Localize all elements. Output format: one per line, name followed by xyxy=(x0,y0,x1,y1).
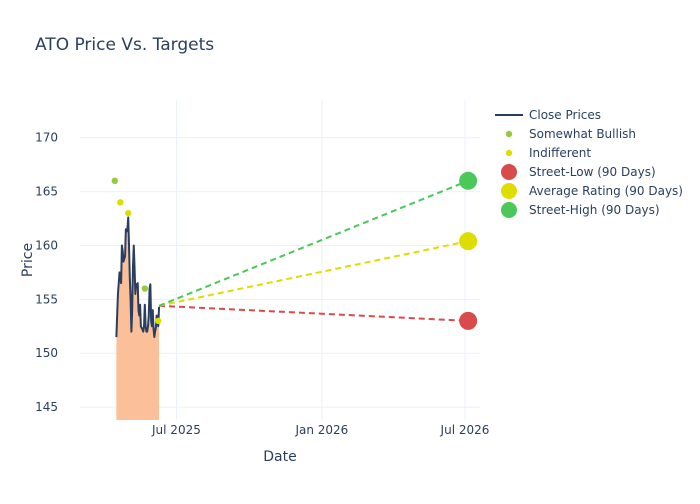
y-tick-label: 170 xyxy=(35,131,58,145)
x-axis-label: Date xyxy=(263,449,296,465)
indifferent-point xyxy=(155,317,162,325)
legend-swatch-somewhat-bullish xyxy=(505,130,513,138)
somewhat-bullish-point xyxy=(111,177,118,185)
y-tick-label: 160 xyxy=(35,238,58,252)
average-rating-marker xyxy=(459,232,478,251)
legend-label-average-rating-90-days: Average Rating (90 Days) xyxy=(529,184,683,198)
legend-label-indifferent: Indifferent xyxy=(529,146,591,160)
legend-label-street-high-90-days: Street-High (90 Days) xyxy=(529,203,660,217)
y-tick-label: 155 xyxy=(35,292,58,306)
y-tick-label: 145 xyxy=(35,400,58,414)
x-tick-label: Jul 2026 xyxy=(440,423,490,437)
indifferent-point xyxy=(117,199,124,206)
average-rating-line xyxy=(158,240,469,307)
y-tick-label: 150 xyxy=(35,346,58,360)
x-tick-labels: Jul 2025 Jan 2026 Jul 2026 xyxy=(151,423,489,437)
line-layer xyxy=(115,216,161,339)
area-layer xyxy=(116,217,160,420)
legend-label-close-prices: Close Prices xyxy=(529,108,601,122)
legend-swatch-street-high-90-days xyxy=(501,202,517,218)
y-axis-label: Price xyxy=(20,243,36,277)
target-layer xyxy=(158,179,469,322)
y-tick-label: 165 xyxy=(35,185,58,199)
indifferent-point xyxy=(125,209,132,217)
y-tick-labels: 145 150 155 160 165 170 xyxy=(35,131,58,414)
street-high-line xyxy=(158,179,469,307)
street-high-marker xyxy=(459,171,478,190)
chart-title: ATO Price Vs. Targets xyxy=(35,35,214,55)
legend-swatch-indifferent xyxy=(505,149,513,157)
marker-layer xyxy=(111,171,478,330)
legend-swatch-average-rating-90-days xyxy=(501,183,517,199)
legend-label-somewhat-bullish: Somewhat Bullish xyxy=(529,127,636,141)
legend-label-street-low-90-days: Street-Low (90 Days) xyxy=(529,165,656,179)
legend: Close Prices Somewhat Bullish Indifferent S… xyxy=(495,108,683,218)
somewhat-bullish-point xyxy=(141,285,149,292)
street-low-marker xyxy=(459,311,478,330)
close-price-area xyxy=(116,217,160,420)
x-tick-label: Jul 2025 xyxy=(151,423,201,437)
legend-swatch-street-low-90-days xyxy=(501,164,517,180)
close-price-line xyxy=(115,216,161,339)
x-tick-label: Jan 2026 xyxy=(294,423,348,437)
street-low-line xyxy=(159,304,469,322)
